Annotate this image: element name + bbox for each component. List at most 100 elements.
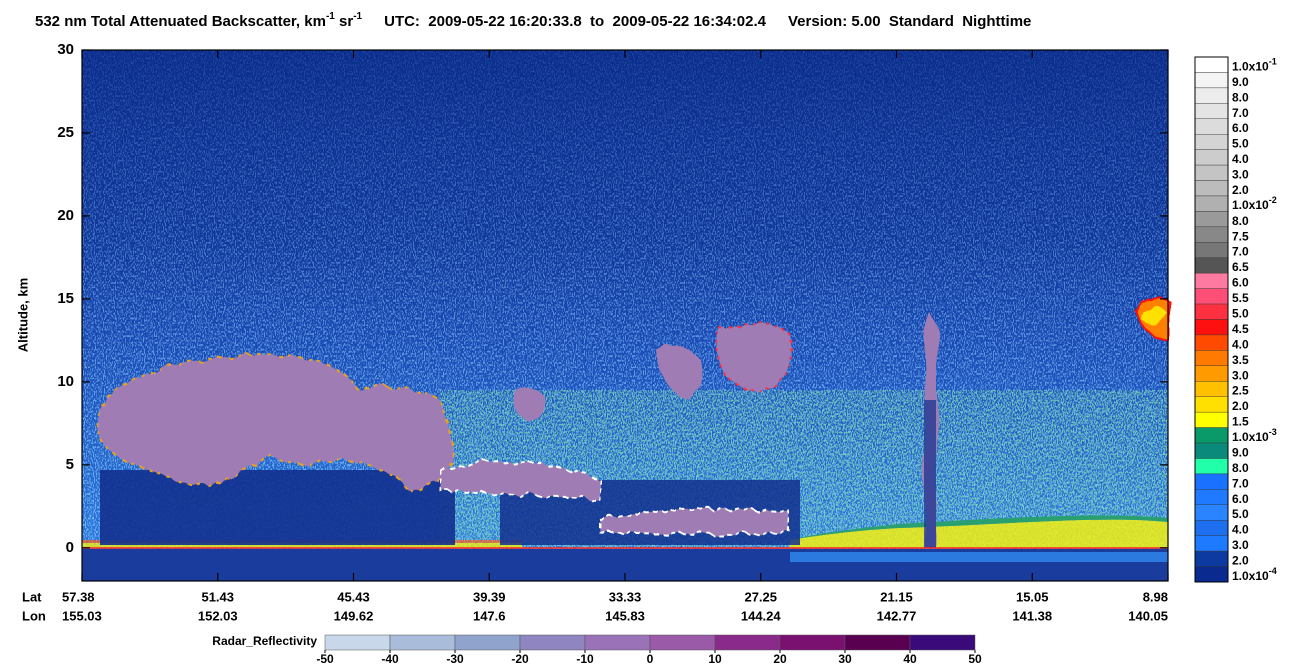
y-tick-label: 30 <box>57 41 74 58</box>
colorbar-label: 8.0 <box>1232 214 1249 228</box>
colorbar-label: 1.5 <box>1232 415 1249 429</box>
colorbar-swatch <box>1194 72 1229 89</box>
x-tick-label: 39.39 <box>473 589 506 604</box>
radar-swatch <box>714 634 781 651</box>
colorbar-swatch <box>1194 535 1229 552</box>
colorbar-label: 4.0 <box>1232 152 1249 166</box>
radar-tick-label: 30 <box>838 652 852 666</box>
colorbar-label: 1.0x10-4 <box>1232 566 1277 583</box>
colorbar-swatch <box>1194 520 1229 536</box>
colorbar-swatch <box>1194 288 1229 305</box>
colorbar-swatch <box>1194 396 1229 413</box>
colorbar-label: 6.5 <box>1232 260 1249 274</box>
colorbar-label: 4.5 <box>1232 322 1249 336</box>
colorbar-label: 7.0 <box>1232 476 1249 490</box>
colorbar-label: 9.0 <box>1232 445 1249 459</box>
colorbar-swatch <box>1194 381 1229 397</box>
colorbar-label: 5.0 <box>1232 137 1249 151</box>
colorbar-label: 3.0 <box>1232 538 1249 552</box>
colorbar-swatch <box>1194 103 1229 119</box>
radar-swatch <box>649 634 716 651</box>
radar-tick-label: 40 <box>903 652 917 666</box>
colorbar-swatch <box>1194 550 1229 567</box>
backscatter-image <box>82 50 1169 581</box>
radar-tick-label: -30 <box>446 652 464 666</box>
title-exp: -1 <box>353 11 362 22</box>
colorbar-swatch <box>1194 334 1229 351</box>
radar-swatch <box>844 634 911 651</box>
title: 532 nm Total Attenuated Backscatter, km-… <box>35 11 1031 30</box>
y-tick-label: 15 <box>57 290 74 307</box>
colorbar-label: 7.0 <box>1232 106 1249 120</box>
colorbar-label: 9.0 <box>1232 75 1249 89</box>
colorbar-swatch <box>1194 226 1229 243</box>
colorbar-swatch <box>1194 211 1229 228</box>
colorbar-label: 6.0 <box>1232 121 1249 135</box>
x-tick-label: 45.43 <box>337 589 370 604</box>
radar-swatch <box>324 634 391 651</box>
x-tick-label: 27.25 <box>744 589 777 604</box>
colorbar-swatch <box>1194 257 1229 274</box>
x-tick-label: 141.38 <box>1012 608 1052 623</box>
radar-swatch <box>779 634 846 651</box>
y-tick-label: 10 <box>57 373 74 390</box>
colorbar-swatch <box>1194 118 1229 135</box>
x-tick-label: 149.62 <box>334 608 374 623</box>
colorbar-label: 4.0 <box>1232 523 1249 537</box>
colorbar-label: 7.0 <box>1232 245 1249 259</box>
colorbar-label: 1.0x10-1 <box>1232 57 1277 74</box>
colorbar-label: 2.0 <box>1232 554 1249 568</box>
colorbar-swatch <box>1194 350 1229 367</box>
x-tick-label: 51.43 <box>201 589 234 604</box>
x-tick-label: 15.05 <box>1016 589 1049 604</box>
colorbar-swatch <box>1194 195 1229 212</box>
colorbar-label: 3.0 <box>1232 168 1249 182</box>
colorbar-label: 4.0 <box>1232 337 1249 351</box>
colorbar-label-mantissa: 1.0x10 <box>1232 59 1269 73</box>
colorbar-swatch <box>1194 56 1229 73</box>
colorbar-label: 3.5 <box>1232 353 1249 367</box>
x-tick-label: 140.05 <box>1128 608 1168 623</box>
x-tick-label: 144.24 <box>741 608 782 623</box>
x-tick-label: 21.15 <box>880 589 913 604</box>
colorbar-label-mantissa: 1.0x10 <box>1232 198 1269 212</box>
radar-tick-label: 0 <box>647 652 654 666</box>
colorbar-label: 7.5 <box>1232 229 1249 243</box>
colorbar-swatch <box>1194 411 1229 428</box>
colorbar-label: 6.0 <box>1232 276 1249 290</box>
x-tick-label: 147.6 <box>473 608 506 623</box>
x-tick-label: 33.33 <box>609 589 642 604</box>
colorbar-label: 5.0 <box>1232 507 1249 521</box>
radar-tick-label: 50 <box>968 652 982 666</box>
colorbar-swatch <box>1194 458 1229 475</box>
title-text: sr <box>335 13 354 30</box>
x-tick-label: 57.38 <box>62 589 95 604</box>
colorbar-swatch <box>1194 87 1229 104</box>
radar-swatch <box>584 634 651 651</box>
colorbar-frame <box>1194 56 1229 583</box>
colorbar-swatch <box>1194 149 1229 166</box>
x-row-name: Lat <box>22 589 42 604</box>
radar-tick-label: -50 <box>316 652 334 666</box>
title-exp: -1 <box>326 11 335 22</box>
version: Version: 5.00 Standard Nighttime <box>788 13 1031 30</box>
colorbar-label: 1.0x10-3 <box>1232 427 1277 444</box>
colorbar-swatch <box>1194 134 1229 150</box>
colorbar-label: 6.0 <box>1232 492 1249 506</box>
colorbar-swatch <box>1194 242 1229 258</box>
x-tick-label: 145.83 <box>605 608 645 623</box>
colorbar-swatch <box>1194 442 1229 459</box>
x-tick-label: 142.77 <box>877 608 917 623</box>
x-tick-label: 155.03 <box>62 608 102 623</box>
utc-range: UTC: 2009-05-22 16:20:33.8 to 2009-05-22… <box>384 13 767 30</box>
radar-swatch <box>909 634 976 651</box>
colorbar-label-mantissa: 1.0x10 <box>1232 430 1269 444</box>
radar-tick-label: -10 <box>576 652 594 666</box>
radar-tick-label: 10 <box>708 652 722 666</box>
colorbar-swatch <box>1194 566 1229 583</box>
colorbar-swatch <box>1194 365 1229 382</box>
radar-swatch <box>519 634 586 651</box>
colorbar-label: 2.0 <box>1232 183 1249 197</box>
colorbar-swatch <box>1194 303 1229 320</box>
